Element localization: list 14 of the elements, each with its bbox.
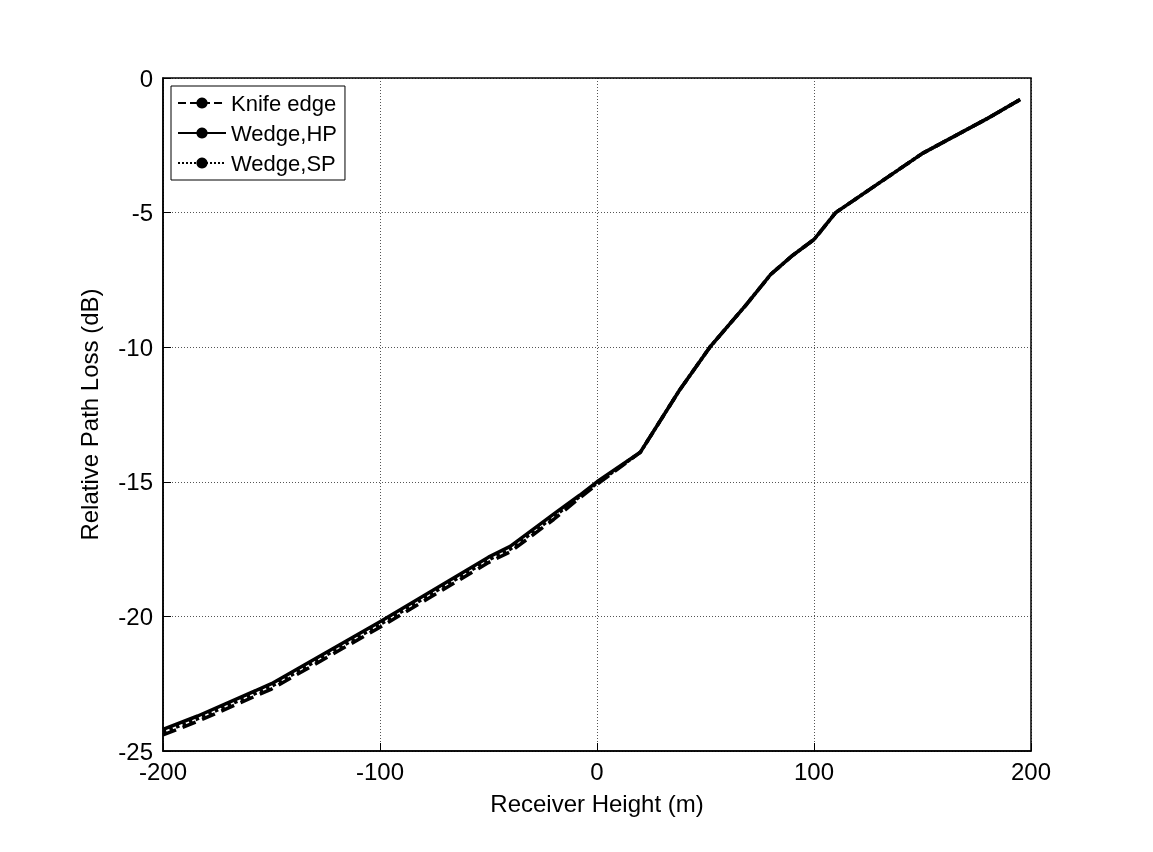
x-tick-label: 200: [1010, 757, 1052, 785]
y-axis-title: Relative Path Loss (dB): [75, 288, 103, 541]
legend-label: Wedge,SP: [231, 150, 336, 176]
y-tick-label: -20: [118, 602, 153, 630]
x-tick-label: 100: [793, 757, 835, 785]
x-tick-label: -100: [355, 757, 405, 785]
y-tick-label: -10: [118, 333, 153, 361]
y-tick-label: -15: [118, 468, 153, 496]
y-tick-label: -5: [131, 199, 153, 227]
x-tick-label: 0: [590, 757, 604, 785]
y-tick-label: 0: [139, 64, 153, 92]
legend-label: Knife edge: [231, 90, 337, 116]
x-axis-title: Receiver Height (m): [490, 789, 704, 817]
legend-label: Wedge,HP: [231, 120, 337, 146]
